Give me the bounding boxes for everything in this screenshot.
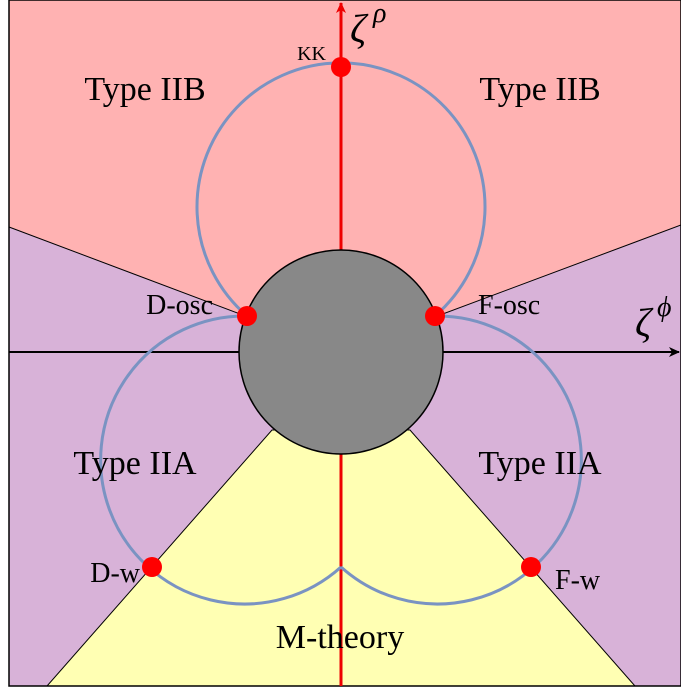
dot [237, 306, 257, 326]
region-label: M-theory [276, 619, 404, 656]
axis-symbol: ζ [635, 300, 654, 345]
axis-superscript: ϕ [657, 292, 672, 323]
point-label: D-osc [146, 290, 213, 321]
point-label: F-w [555, 565, 601, 596]
axis-symbol: ζ [350, 6, 369, 51]
point-label: F-osc [478, 290, 540, 321]
dot [331, 57, 351, 77]
dot [521, 557, 541, 577]
region-label: Type IIB [84, 71, 205, 108]
axis-superscript: ρ [372, 0, 386, 29]
region-label: Type IIB [479, 71, 600, 108]
point-label: KK [297, 43, 326, 65]
point-label: D-w [90, 558, 141, 589]
left-arc [99, 314, 343, 606]
right-arc [339, 314, 583, 606]
region-label: Type IIA [478, 445, 602, 482]
disc [238, 249, 444, 455]
dot [425, 306, 445, 326]
dot [142, 557, 162, 577]
region-label: Type IIA [73, 445, 197, 482]
frame [8, 0, 681, 687]
